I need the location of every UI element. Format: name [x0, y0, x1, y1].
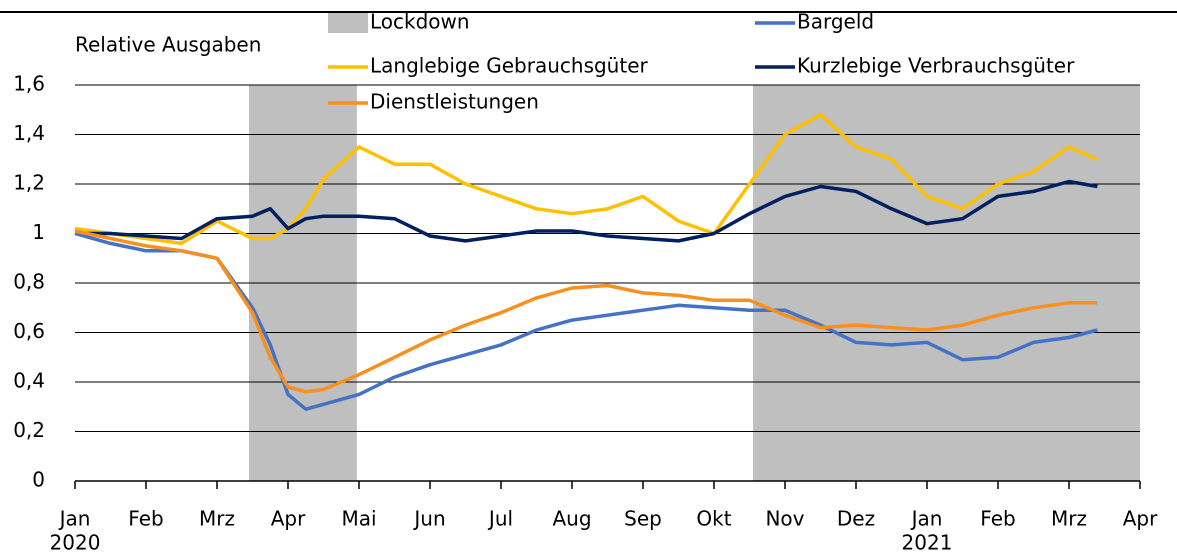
x-tick-label: Apr — [1123, 507, 1158, 531]
y-axis-label: Relative Ausgaben — [75, 33, 261, 57]
y-tick-label: 0,2 — [13, 418, 45, 442]
y-tick-label: 1,6 — [13, 72, 45, 96]
y-tick-label: 0 — [32, 468, 45, 492]
x-tick-label: Apr — [271, 507, 306, 531]
series-line — [75, 179, 1098, 243]
x-tick-label: Feb — [128, 507, 163, 531]
x-tick-label: Jan — [58, 507, 91, 531]
y-tick-label: 0,8 — [13, 270, 45, 294]
legend-swatch — [328, 13, 368, 33]
x-tick-label: Feb — [980, 507, 1015, 531]
y-tick-label: 0,4 — [13, 369, 45, 393]
legend-label: Lockdown — [370, 10, 470, 34]
y-tick-label: 1,2 — [13, 171, 45, 195]
x-tick-label: Mai — [341, 507, 376, 531]
legend-label: Bargeld — [797, 10, 874, 34]
x-tick-label: Mrz — [199, 507, 235, 531]
x-tick-label: Jul — [487, 507, 513, 531]
legend-label: Dienstleistungen — [370, 90, 539, 114]
year-label: 2021 — [902, 531, 953, 555]
legend-label: Langlebige Gebrauchsgüter — [370, 54, 649, 78]
x-tick-label: Jun — [412, 507, 445, 531]
series-line — [74, 231, 1098, 411]
y-tick-label: 1,4 — [13, 121, 45, 145]
x-tick-label: Dez — [837, 507, 875, 531]
x-tick-label: Sep — [624, 507, 662, 531]
y-tick-label: 0,6 — [13, 319, 45, 343]
x-tick-label: Jan — [910, 507, 943, 531]
x-tick-label: Okt — [696, 507, 731, 531]
legend-label: Kurzlebige Verbrauchsgüter — [797, 54, 1075, 78]
series-line — [74, 112, 1099, 246]
x-tick-label: Aug — [552, 507, 591, 531]
x-tick-label: Nov — [765, 507, 804, 531]
year-label: 2020 — [50, 531, 101, 555]
series-line — [74, 229, 1098, 394]
x-tick-label: Mrz — [1051, 507, 1087, 531]
y-tick-label: 1 — [32, 220, 45, 244]
